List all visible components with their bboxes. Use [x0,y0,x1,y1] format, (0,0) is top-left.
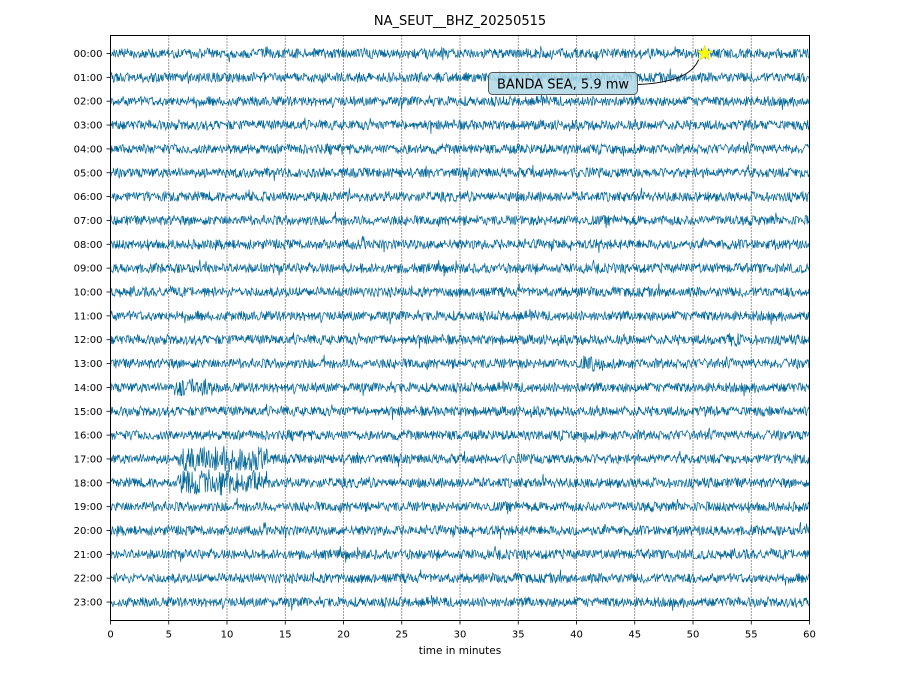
trace-15:00 [110,403,810,421]
y-tick-label: 16:00 [74,431,103,442]
event-star-marker [696,44,713,61]
trace-18:00 [110,469,810,496]
trace-14:00 [110,378,810,397]
trace-04:00 [110,141,810,157]
trace-17:00 [110,445,810,472]
y-tick-label: 21:00 [74,550,103,561]
x-tick-label: 45 [628,630,641,641]
chart-title: NA_SEUT__BHZ_20250515 [374,14,546,29]
y-tick-label: 13:00 [74,359,103,370]
trace-10:00 [110,283,810,298]
y-tick-label: 12:00 [74,335,103,346]
y-tick-label: 10:00 [74,288,103,299]
x-tick-label: 20 [337,630,350,641]
y-tick-label: 04:00 [74,144,103,155]
trace-06:00 [110,187,810,204]
traces-layer [110,46,810,611]
x-tick-label: 0 [107,630,113,641]
trace-13:00 [110,354,810,372]
trace-23:00 [110,595,810,611]
trace-21:00 [110,546,810,563]
trace-22:00 [110,569,810,586]
trace-12:00 [110,332,810,349]
y-tick-label: 09:00 [74,264,103,275]
trace-20:00 [110,522,810,540]
x-tick-label: 15 [279,630,292,641]
x-tick-label: 5 [166,630,172,641]
x-tick-label: 60 [803,630,816,641]
y-tick-label: 17:00 [74,454,103,465]
trace-08:00 [110,236,810,254]
y-tick-label: 23:00 [74,598,103,609]
y-tick-label: 15:00 [74,407,103,418]
y-tick-label: 03:00 [74,121,103,132]
x-tick-label: 40 [570,630,583,641]
event-annotation: BANDA SEA, 5.9 mw [488,44,713,95]
y-tick-label: 07:00 [74,216,103,227]
trace-00:00 [110,46,810,63]
x-tick-label: 10 [221,630,234,641]
trace-01:00 [110,68,810,84]
y-tick-label: 22:00 [74,574,103,585]
x-tick-label: 30 [454,630,467,641]
y-tick-label: 02:00 [74,97,103,108]
x-tick-label: 50 [687,630,700,641]
y-ticks: 00:00 01:00 02:00 03:00 04:00 05:00 06:00 07:00… [74,49,111,609]
event-label: BANDA SEA, 5.9 mw [497,78,629,93]
x-tick-label: 35 [512,630,525,641]
y-tick-label: 00:00 [74,49,103,60]
trace-07:00 [110,211,810,229]
x-tick-label: 55 [745,630,758,641]
annotation-arrow [637,59,700,85]
y-tick-label: 01:00 [74,73,103,84]
trace-03:00 [110,117,810,134]
annotation-box [488,72,638,95]
y-tick-label: 11:00 [74,311,103,322]
trace-02:00 [110,94,810,111]
x-ticks: 0 5 10 15 20 25 30 35 40 45 50 55 60 [107,620,816,641]
trace-05:00 [110,164,810,181]
y-tick-label: 19:00 [74,502,103,513]
x-axis-label: time in minutes [419,645,501,657]
y-tick-label: 20:00 [74,526,103,537]
trace-11:00 [110,308,810,325]
y-tick-label: 08:00 [74,240,103,251]
trace-16:00 [110,427,810,443]
y-tick-label: 05:00 [74,168,103,179]
trace-09:00 [110,259,810,277]
trace-19:00 [110,497,810,515]
y-tick-label: 18:00 [74,478,103,489]
y-tick-label: 14:00 [74,383,103,394]
x-tick-label: 25 [395,630,408,641]
y-tick-label: 06:00 [74,192,103,203]
